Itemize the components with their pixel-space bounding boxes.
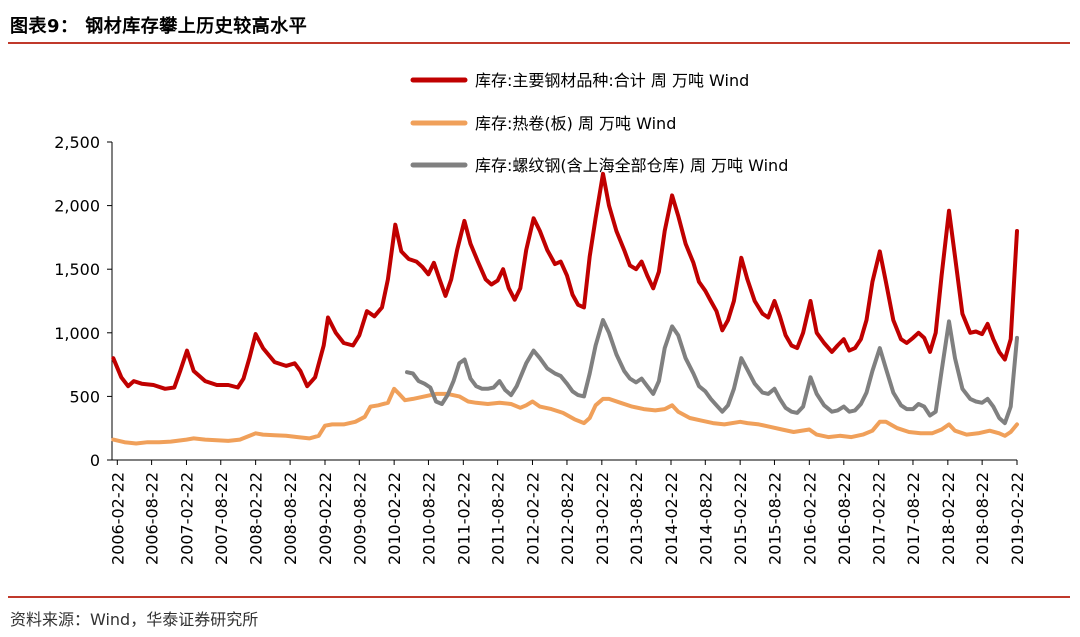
x-tick-label: 2007-02-22 bbox=[177, 472, 196, 565]
x-tick-label: 2018-08-22 bbox=[973, 472, 992, 565]
legend-label-3: 库存:螺纹钢(含上海全部仓库) 周 万吨 Wind bbox=[475, 156, 788, 175]
x-tick-label: 2017-08-22 bbox=[904, 472, 923, 565]
series-line-2 bbox=[111, 386, 1019, 446]
x-tick-label: 2016-02-22 bbox=[800, 472, 819, 565]
legend: 库存:主要钢材品种:合计 周 万吨 Wind 库存:热卷(板) 周 万吨 Wind… bbox=[410, 71, 788, 175]
x-tick-label: 2013-08-22 bbox=[627, 472, 646, 565]
title-divider bbox=[8, 42, 1070, 44]
y-tick-label: 1,500 bbox=[54, 260, 100, 279]
legend-label-1: 库存:主要钢材品种:合计 周 万吨 Wind bbox=[475, 71, 749, 90]
x-tick-label: 2009-02-22 bbox=[316, 472, 335, 565]
y-tick-label: 2,000 bbox=[54, 197, 100, 216]
legend-label-2: 库存:热卷(板) 周 万吨 Wind bbox=[475, 114, 676, 133]
x-tick-label: 2013-02-22 bbox=[593, 472, 612, 565]
x-tick-label: 2010-02-22 bbox=[385, 472, 404, 565]
x-tick-label: 2009-08-22 bbox=[350, 472, 369, 565]
series-line-1 bbox=[111, 171, 1019, 391]
y-tick-label: 2,500 bbox=[54, 133, 100, 152]
x-tick-label: 2012-02-22 bbox=[523, 472, 542, 565]
x-tick-label: 2011-02-22 bbox=[454, 472, 473, 565]
chart-title: 图表9： 钢材库存攀上历史较高水平 bbox=[10, 16, 308, 37]
y-tick-label: 0 bbox=[90, 451, 100, 470]
source-note: 资料来源：Wind，华泰证券研究所 bbox=[10, 610, 259, 629]
x-tick-label: 2007-08-22 bbox=[212, 472, 231, 565]
y-tick-label: 500 bbox=[69, 387, 100, 406]
x-tick-label: 2015-08-22 bbox=[765, 472, 784, 565]
x-tick-label: 2017-02-22 bbox=[870, 472, 889, 565]
x-tick-label: 2014-08-22 bbox=[696, 472, 715, 565]
x-tick-label: 2015-02-22 bbox=[731, 472, 750, 565]
x-tick-label: 2008-08-22 bbox=[281, 472, 300, 565]
chart-axes: 0 500 1,000 1,500 2,000 2,500 2006-02-22 2006-0… bbox=[54, 133, 1027, 565]
x-tick-label: 2012-08-22 bbox=[558, 472, 577, 565]
line-chart: 库存:主要钢材品种:合计 周 万吨 Wind 库存:热卷(板) 周 万吨 Wind… bbox=[54, 71, 1027, 565]
x-tick-label: 2018-02-22 bbox=[939, 472, 958, 565]
x-tick-label: 2006-02-22 bbox=[108, 472, 127, 565]
x-tick-label: 2014-02-22 bbox=[662, 472, 681, 565]
x-tick-label: 2006-08-22 bbox=[143, 472, 162, 565]
y-tick-label: 1,000 bbox=[54, 324, 100, 343]
footer-divider bbox=[8, 596, 1070, 598]
x-tick-label: 2008-02-22 bbox=[247, 472, 266, 565]
series-line-3 bbox=[405, 318, 1019, 426]
x-tick-label: 2011-08-22 bbox=[489, 472, 508, 565]
x-tick-label: 2010-08-22 bbox=[419, 472, 438, 565]
chart-series bbox=[111, 171, 1019, 446]
x-tick-label: 2016-08-22 bbox=[835, 472, 854, 565]
x-tick-label: 2019-02-22 bbox=[1008, 472, 1027, 565]
